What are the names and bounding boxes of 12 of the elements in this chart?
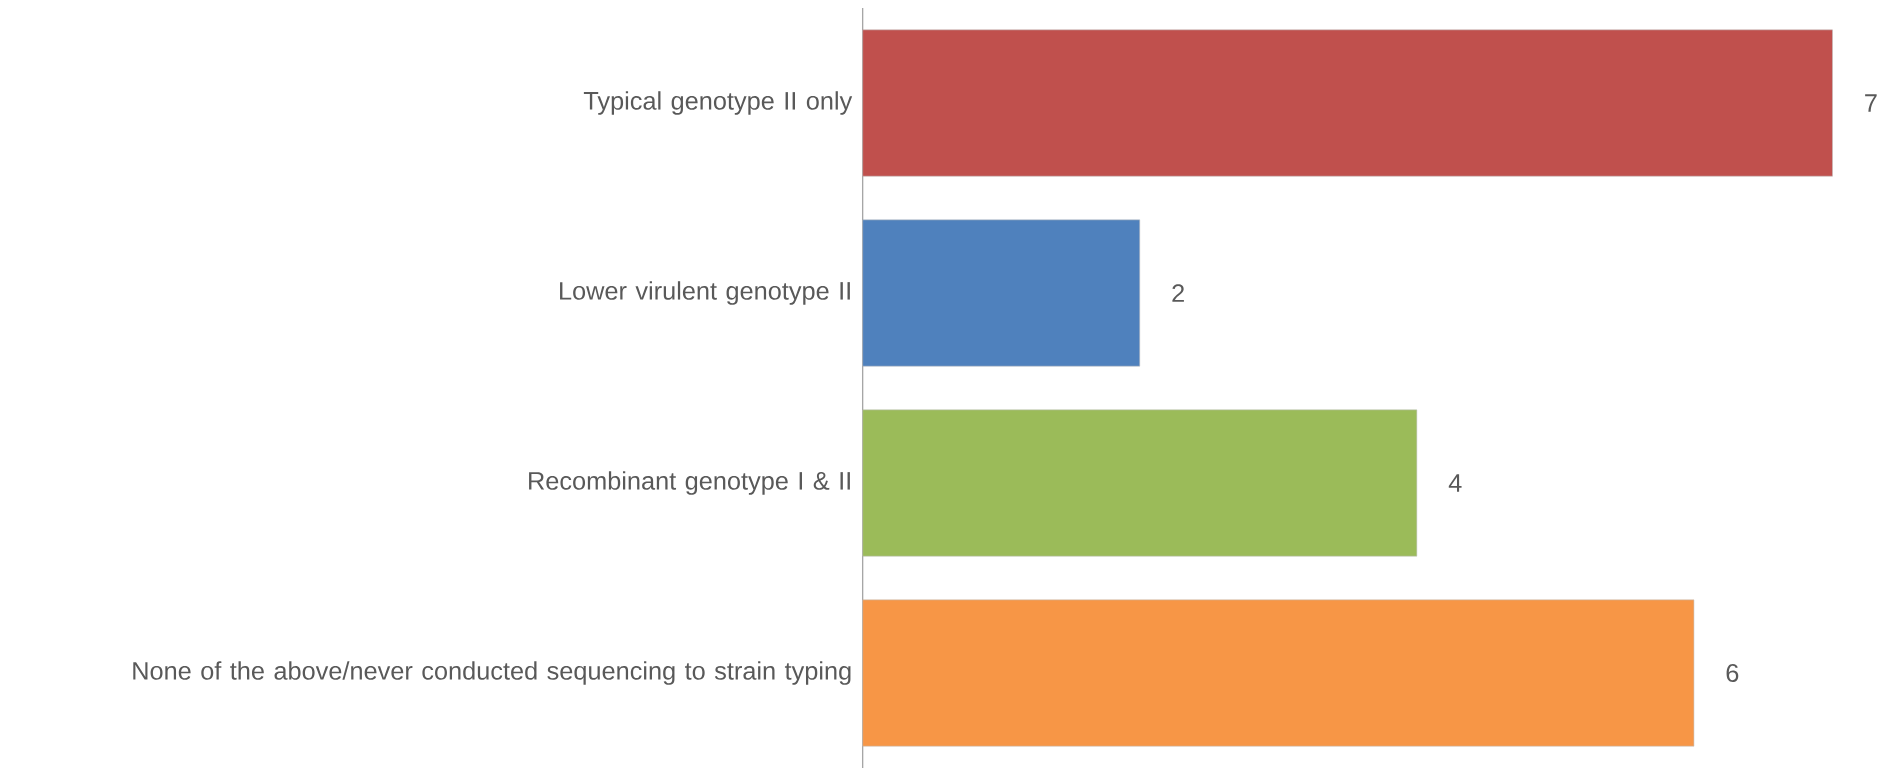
- bar: [862, 599, 1695, 747]
- bar: [862, 409, 1418, 557]
- bar: [862, 29, 1833, 177]
- data-label: 2: [1172, 284, 1184, 302]
- data-label: 7: [1865, 94, 1877, 112]
- y-tick-label: Lower virulent genotype II: [560, 281, 850, 305]
- data-label: 4: [1448, 474, 1462, 492]
- bar: [862, 219, 1141, 367]
- y-tick-label: Recombinant genotype I & II: [529, 471, 850, 495]
- y-tick-label: None of the above/never conducted sequencing to strain typing: [133, 661, 851, 685]
- data-label: 6: [1726, 664, 1739, 682]
- y-tick-label: Typical genotype II only: [583, 91, 853, 115]
